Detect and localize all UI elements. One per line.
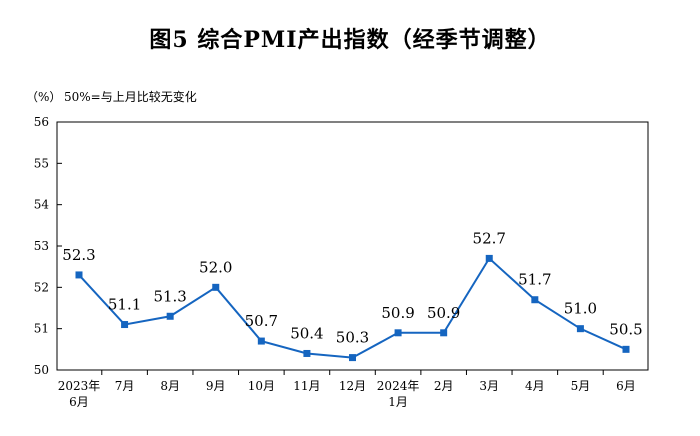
x-tick-label: 11月: [293, 379, 320, 393]
data-label: 52.3: [62, 246, 95, 264]
x-tick-label: 6月: [69, 395, 89, 409]
data-point: [166, 312, 174, 320]
x-tick-label: 10月: [248, 379, 275, 393]
x-tick-label: 8月: [160, 379, 180, 393]
data-point: [75, 271, 83, 279]
data-label: 52.7: [473, 229, 506, 247]
data-label: 51.1: [108, 296, 141, 314]
data-point: [121, 321, 129, 329]
chart-data-labels: 52.3 51.1 51.3 52.0 50.7 50.4 50.3 50.9 50.9 52.7…: [62, 229, 642, 346]
x-tick-label: 4月: [525, 379, 545, 393]
x-tick-label: 2月: [434, 379, 454, 393]
data-point: [622, 345, 630, 353]
data-point: [440, 329, 448, 337]
x-tick-label: 3月: [479, 379, 499, 393]
data-point: [485, 254, 493, 262]
data-label: 50.7: [245, 312, 278, 330]
chart-series: [75, 254, 630, 362]
data-point: [212, 283, 220, 291]
y-tick-label: 52: [34, 280, 49, 294]
data-point: [576, 325, 584, 333]
x-tick-label: 12月: [339, 379, 366, 393]
data-point: [394, 329, 402, 337]
y-tick-label: 51: [34, 322, 49, 336]
data-label: 51.7: [518, 271, 551, 289]
data-label: 50.9: [381, 304, 414, 322]
chart-x-tick-labels: 2023年 6月 7月 8月 9月 10月 11月 12月 2024年 1月 2月 3月 4月 5月 6月: [58, 379, 636, 409]
baseline-note: 50%=与上月比较无变化: [64, 90, 197, 104]
x-tick-label: 6月: [616, 379, 636, 393]
x-tick-label: 5月: [571, 379, 591, 393]
x-tick-label: 1月: [388, 395, 408, 409]
data-label: 51.3: [153, 287, 186, 305]
data-label: 50.5: [609, 320, 642, 338]
chart-title: 图5 综合PMI产出指数（经季节调整）: [149, 27, 551, 53]
x-tick-label: 9月: [206, 379, 226, 393]
x-tick-label: 2024年: [377, 379, 420, 393]
x-tick-label: 2023年: [58, 379, 101, 393]
data-label: 52.0: [199, 258, 232, 276]
y-tick-label: 50: [34, 363, 49, 377]
chart-y-tick-labels: 50 51 52 53 54 55 56: [34, 115, 50, 377]
y-tick-label: 56: [34, 115, 49, 129]
y-tick-label: 55: [34, 156, 49, 170]
data-label: 50.3: [336, 329, 369, 347]
data-label: 50.9: [427, 304, 460, 322]
data-point: [531, 296, 539, 304]
data-point: [349, 354, 356, 362]
data-point: [257, 337, 265, 345]
x-tick-label: 7月: [115, 379, 135, 393]
chart-axes: [56, 121, 649, 375]
y-tick-label: 53: [34, 239, 49, 253]
y-tick-label: 54: [34, 198, 50, 212]
data-point: [303, 349, 311, 357]
data-label: 51.0: [564, 300, 597, 318]
data-label: 50.4: [290, 324, 323, 342]
y-unit-label: （%）: [26, 90, 62, 104]
